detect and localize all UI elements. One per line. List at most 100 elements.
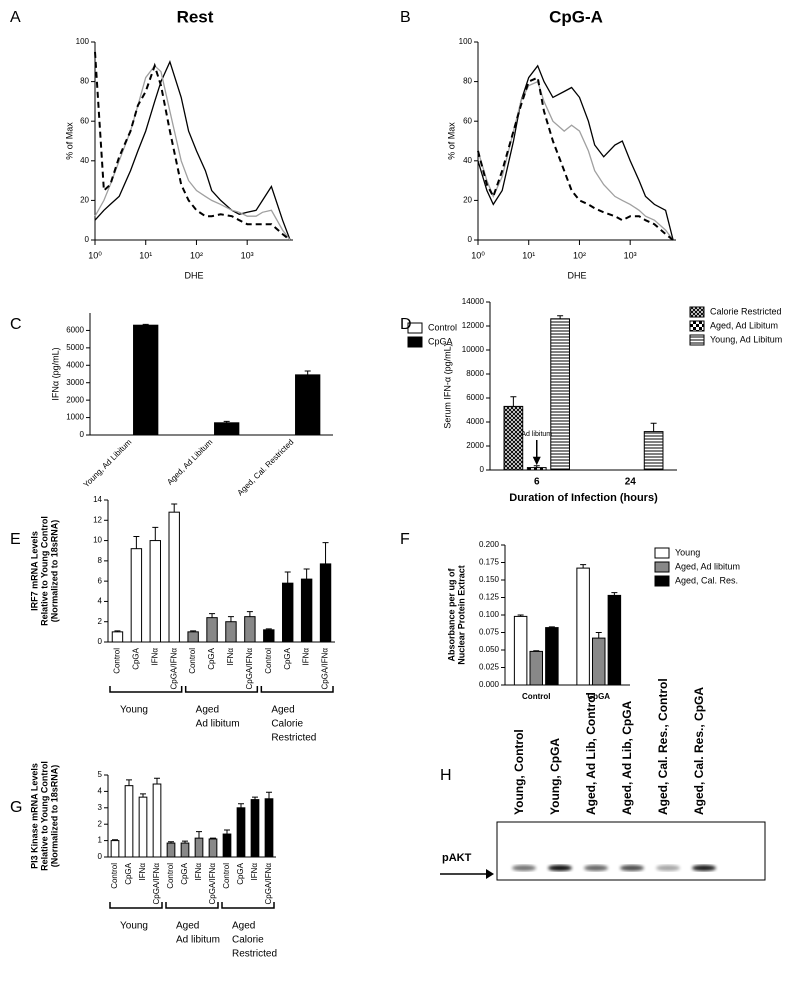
x-tick-label: CpGA/IFNα — [245, 648, 254, 690]
group-bracket — [184, 686, 259, 693]
error-bar — [238, 803, 244, 808]
y-tick-label: 80 — [80, 77, 89, 86]
y-tick-label: 0.175 — [479, 558, 500, 567]
bar — [138, 796, 148, 858]
panel-letter: C — [10, 316, 22, 333]
x-tick-label: Control — [222, 863, 231, 889]
data-line — [94, 64, 291, 241]
y-tick-label: 14000 — [462, 297, 485, 306]
bar — [168, 511, 180, 643]
blot-band — [620, 865, 644, 871]
error-bar — [650, 422, 657, 432]
blot-frame — [496, 821, 766, 881]
error-bar — [533, 465, 540, 468]
blot-band — [692, 865, 716, 871]
y-tick-label: 6000 — [66, 326, 84, 335]
y-tick-label: 2 — [98, 617, 103, 626]
x-tick-label: Control — [188, 648, 197, 674]
group-label: Aged — [232, 921, 255, 932]
error-bar — [322, 542, 329, 564]
legend-swatch — [689, 306, 705, 318]
group-label: Aged — [176, 921, 199, 932]
legend-label: Young — [675, 547, 700, 557]
y-tick-label: 80 — [463, 77, 472, 86]
y-tick-label: 0.125 — [479, 593, 500, 602]
bar — [592, 637, 606, 686]
y-tick-label: 20 — [463, 196, 472, 205]
y-tick-label: 60 — [80, 116, 89, 125]
error-bar — [140, 793, 146, 798]
error-bar — [284, 571, 291, 584]
bar — [110, 840, 120, 858]
legend-label: Young, Ad Libitum — [710, 334, 782, 344]
x-axis-label: DHE — [184, 270, 203, 280]
error-bar — [112, 839, 118, 841]
y-tick-label: 40 — [80, 156, 89, 165]
bar — [149, 540, 161, 643]
group-bracket — [260, 686, 334, 693]
error-bar — [510, 396, 517, 407]
group-label: Restricted — [232, 949, 277, 960]
group-label: Young — [120, 705, 148, 716]
x-tick-label: CpGA — [236, 862, 245, 884]
bar — [264, 798, 274, 858]
x-tick-label: Young, Ad Libitum — [82, 437, 134, 489]
error-bar — [168, 841, 174, 844]
blot-band — [656, 865, 680, 871]
y-tick-label: 1 — [98, 836, 103, 845]
x-tick-label: 10¹ — [522, 250, 535, 260]
error-bar — [303, 568, 310, 580]
legend-swatch — [689, 320, 705, 332]
bar — [282, 582, 294, 643]
x-tick-label: CpGA — [207, 647, 216, 669]
x-tick-label: CpGA/IFNα — [152, 863, 161, 905]
x-axis-label: DHE — [567, 270, 586, 280]
lane-label: Aged, Cal. Res., Control — [656, 678, 670, 815]
y-tick-label: 0 — [480, 465, 485, 474]
annotation: Ad libitum — [521, 431, 552, 438]
bar — [206, 617, 218, 643]
x-tick-label: 10² — [190, 250, 203, 260]
arrow-head — [486, 869, 494, 879]
y-tick-label: 5 — [98, 770, 103, 779]
data-line — [94, 51, 291, 241]
error-bar — [533, 650, 540, 652]
bar — [133, 324, 159, 436]
x-tick-label: CpGA — [180, 862, 189, 884]
error-bar — [557, 315, 564, 319]
y-tick-label: 0 — [98, 852, 103, 861]
annotation-arrow-head — [532, 456, 541, 466]
y-axis-label: Nuclear Protein Extract — [456, 565, 466, 665]
bar — [529, 650, 543, 686]
panel-letter: A — [10, 9, 21, 26]
error-bar — [171, 503, 178, 513]
data-line — [477, 64, 674, 241]
x-tick-label: IFNα — [150, 648, 159, 666]
y-axis-label: Serum IFN-α (pg/mL) — [442, 343, 452, 428]
y-axis-label: IFNα (pg/mL) — [50, 347, 60, 400]
y-tick-label: 0.150 — [479, 575, 500, 584]
y-tick-label: 100 — [459, 37, 473, 46]
bar — [607, 594, 622, 686]
bar — [152, 783, 162, 858]
error-bar — [196, 831, 202, 839]
bar — [295, 374, 321, 436]
x-tick-label: 10² — [573, 250, 586, 260]
error-bar — [266, 791, 272, 799]
error-bar — [209, 613, 216, 618]
bar — [166, 842, 176, 858]
x-tick-label: 6 — [534, 477, 540, 488]
error-bar — [595, 632, 602, 639]
y-tick-label: 2000 — [66, 395, 84, 404]
legend-label: Aged, Ad Libitum — [710, 320, 778, 330]
bar — [130, 548, 143, 643]
y-tick-label: 100 — [76, 37, 90, 46]
bar — [236, 807, 246, 858]
legend-label: Aged, Cal. Res. — [675, 575, 738, 585]
y-tick-label: 0.200 — [479, 540, 500, 549]
bar — [250, 799, 260, 858]
lane-label: Aged, Ad Lib, CpGA — [620, 700, 634, 815]
x-tick-label: Aged, Cal. Restricted — [236, 438, 296, 498]
